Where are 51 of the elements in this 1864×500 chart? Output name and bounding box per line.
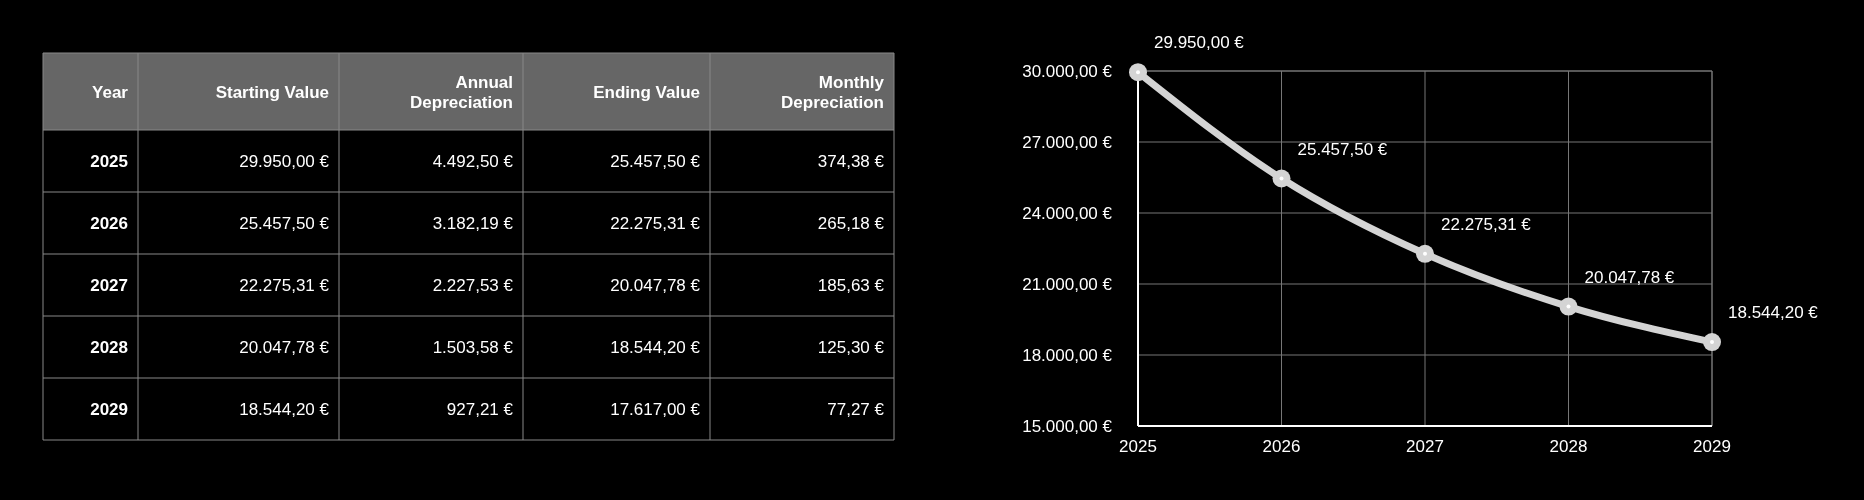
data-label: 77,27 € [827,399,885,419]
data-label: 125,30 € [817,337,885,357]
y-tick-label: 2025 [90,151,128,171]
data-label: 20.047,78 € [1584,267,1675,287]
point [1416,244,1434,263]
x-tick-label: 2025 [1119,436,1157,456]
data-label: 1.503,58 € [432,337,514,357]
data-label: 374,38 € [817,151,885,171]
data-label: 4.492,50 € [432,151,514,171]
point [1559,297,1578,316]
data-label: 22.275,31 € [1441,214,1532,234]
x-tick-label: Monthly Depreciation [781,72,885,111]
data-label: 265,18 € [817,213,885,233]
point [1272,169,1291,188]
y-tick-label: 15.000,00 € [1022,416,1113,436]
data-label: 18.544,20 € [239,399,330,419]
x-tick-label: Ending Value [593,82,700,101]
x-tick-label: 2028 [1549,436,1588,456]
y-tick-label: 21.000,00 € [1022,274,1113,294]
y-tick-label: 18.000,00 € [1022,345,1113,365]
y-axis-title: Year [92,82,129,101]
data-label: 18.544,20 € [610,337,701,357]
data-label: 22.275,31 € [239,275,330,295]
y-tick-label: 27.000,00 € [1022,132,1113,152]
x-tick-label: 2026 [1262,436,1301,456]
y-tick-label: 2028 [90,337,128,357]
data-label: 25.457,50 € [239,213,330,233]
data-label: 3.182,19 € [432,213,514,233]
data-label: 185,63 € [817,275,885,295]
y-tick-label: 2027 [90,275,128,295]
data-label: 20.047,78 € [239,337,330,357]
y-tick-label: 2026 [90,213,128,233]
data-label: 25.457,50 € [1297,139,1388,159]
point [1703,333,1721,352]
x-tick-label: Starting Value [215,82,329,101]
x-tick-label: 2027 [1406,436,1444,456]
data-label: 18.544,20 € [1728,303,1819,323]
point [1129,63,1147,82]
y-tick-label: 24.000,00 € [1022,203,1113,223]
y-tick-label: 30.000,00 € [1022,61,1113,81]
data-label: 22.275,31 € [610,213,701,233]
x-tick-label: 2029 [1693,436,1731,456]
data-label: 29.950,00 € [239,151,330,171]
data-label: 2.227,53 € [432,275,514,295]
data-label: 25.457,50 € [610,151,701,171]
data-label: 17.617,00 € [610,399,701,419]
data-label: 20.047,78 € [610,275,701,295]
data-label: 29.950,00 € [1154,33,1245,53]
y-tick-label: 2029 [90,399,128,419]
x-tick-label: Annual Depreciation [410,72,513,111]
data-label: 927,21 € [446,399,514,419]
